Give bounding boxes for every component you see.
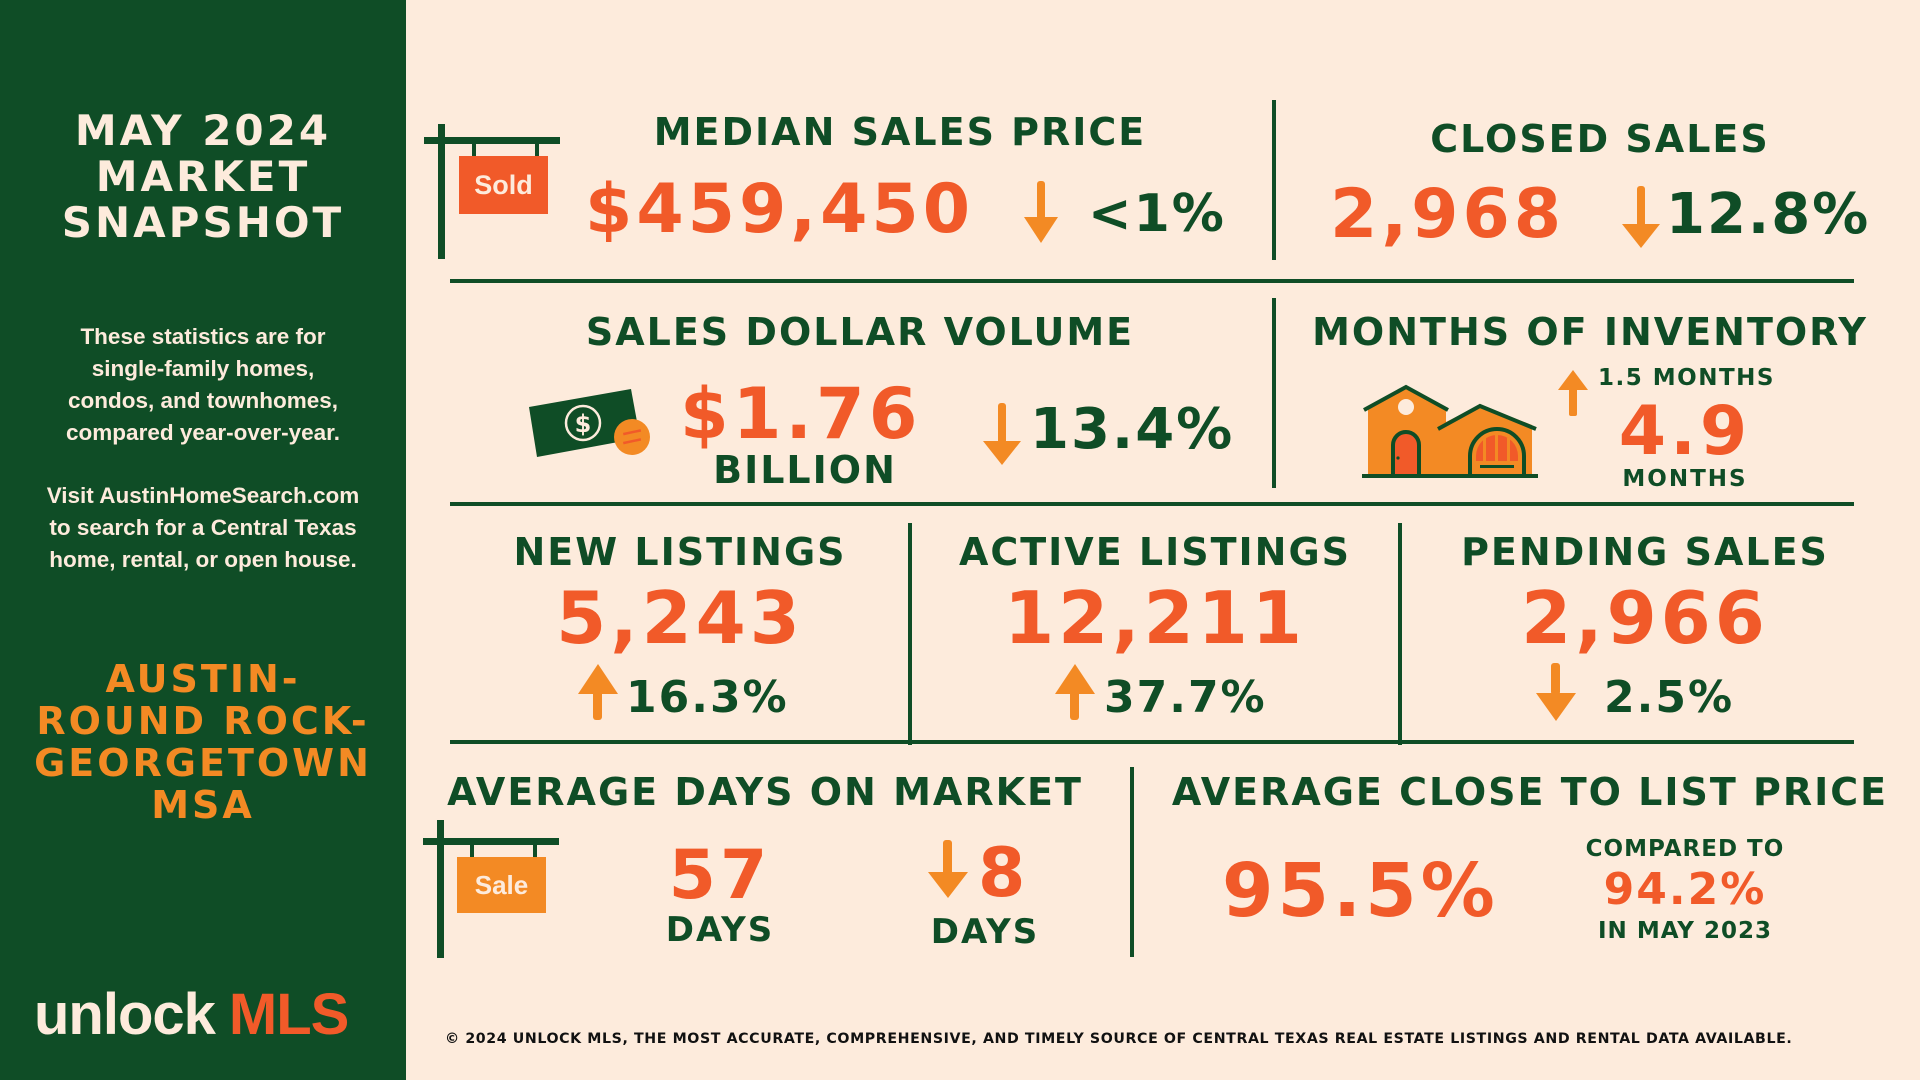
- months-of-inventory-unit: MONTHS: [1622, 466, 1748, 492]
- avg-days-change: 8: [978, 834, 1030, 913]
- pending-sales-value: 2,966: [1521, 576, 1769, 660]
- divider: [1272, 298, 1276, 488]
- money-bill-icon: $: [529, 389, 650, 457]
- arrow-up-icon: [1558, 370, 1588, 416]
- compare-period: IN MAY 2023: [1598, 918, 1772, 944]
- sold-sign-icon: Sold: [424, 124, 560, 259]
- sales-dollar-volume-label: SALES DOLLAR VOLUME: [585, 310, 1135, 354]
- text-line: condos, and townhomes,: [67, 388, 338, 413]
- unlock-mls-logo: unlock MLS: [34, 982, 349, 1047]
- arrow-down-icon: [1024, 181, 1058, 243]
- visit-website-text: Visit AustinHomeSearch.com to search for…: [0, 480, 406, 576]
- avg-days-change-unit: DAYS: [930, 912, 1040, 952]
- title-line: MARKET: [95, 152, 311, 201]
- stats-description: These statistics are for single-family h…: [0, 321, 406, 449]
- region-name: AUSTIN- ROUND ROCK- GEORGETOWN MSA: [0, 658, 406, 826]
- new-listings-label: NEW LISTINGS: [513, 530, 847, 574]
- compare-value: 94.2%: [1603, 864, 1767, 915]
- active-listings-label: ACTIVE LISTINGS: [958, 530, 1352, 574]
- sale-sign-icon: Sale: [423, 820, 559, 958]
- months-of-inventory-value: 4.9: [1618, 392, 1752, 471]
- title-line: MAY 2024: [74, 106, 332, 155]
- avg-days-on-market-label: AVERAGE DAYS ON MARKET: [447, 770, 1083, 814]
- closed-sales-label: CLOSED SALES: [1430, 117, 1770, 161]
- text-line: These statistics are for: [80, 324, 326, 349]
- text-line: to search for a Central Texas: [49, 515, 357, 540]
- median-sales-price-label: MEDIAN SALES PRICE: [653, 110, 1147, 154]
- arrow-down-icon: [1536, 663, 1576, 721]
- active-listings-value: 12,211: [1004, 576, 1306, 660]
- divider: [1130, 767, 1134, 957]
- text-line: Visit AustinHomeSearch.com: [46, 483, 360, 508]
- text-line: compared year-over-year.: [66, 420, 340, 445]
- title-line: SNAPSHOT: [61, 198, 345, 247]
- active-listings-change: 37.7%: [1104, 672, 1267, 723]
- sales-dollar-volume-value: $1.76: [680, 373, 922, 455]
- median-sales-price-change: <1%: [1088, 184, 1226, 244]
- logo-text-mls: MLS: [228, 982, 349, 1047]
- avg-days-unit: DAYS: [665, 910, 775, 950]
- months-of-inventory-change: 1.5 MONTHS: [1598, 365, 1775, 391]
- closed-sales-value: 2,968: [1330, 175, 1566, 254]
- logo-text-unlock: unlock: [34, 982, 216, 1047]
- svg-text:$: $: [575, 410, 592, 438]
- sidebar: [0, 0, 406, 1080]
- avg-close-to-list-value: 95.5%: [1222, 848, 1499, 934]
- arrow-down-icon: [928, 840, 968, 898]
- house-icon: [1362, 384, 1538, 478]
- avg-days-value: 57: [668, 836, 772, 915]
- divider: [1398, 523, 1402, 745]
- new-listings-value: 5,243: [556, 576, 804, 660]
- snapshot-title: MAY 2024 MARKET SNAPSHOT: [0, 108, 406, 246]
- divider: [1272, 100, 1276, 260]
- divider: [450, 502, 1854, 506]
- new-listings-change: 16.3%: [626, 672, 789, 723]
- region-line: GEORGETOWN: [34, 741, 372, 785]
- closed-sales-change: 12.8%: [1666, 182, 1871, 247]
- arrow-down-icon: [983, 403, 1021, 465]
- months-of-inventory-label: MONTHS OF INVENTORY: [1312, 310, 1868, 354]
- pending-sales-label: PENDING SALES: [1461, 530, 1829, 574]
- compare-label: COMPARED TO: [1585, 836, 1785, 862]
- sales-dollar-volume-unit: BILLION: [713, 448, 897, 492]
- copyright-footer: © 2024 UNLOCK MLS, THE MOST ACCURATE, CO…: [445, 1031, 1793, 1047]
- text-line: single-family homes,: [91, 356, 315, 381]
- region-line: AUSTIN-: [105, 657, 301, 701]
- pending-sales-change: 2.5%: [1604, 672, 1735, 723]
- sales-dollar-volume-change: 13.4%: [1030, 397, 1235, 462]
- text-line: home, rental, or open house.: [49, 547, 357, 572]
- svg-text:Sale: Sale: [475, 870, 529, 900]
- arrow-down-icon: [1622, 186, 1660, 248]
- arrow-up-icon: [578, 664, 618, 720]
- avg-close-to-list-label: AVERAGE CLOSE TO LIST PRICE: [1171, 770, 1889, 814]
- region-line: MSA: [151, 783, 255, 827]
- svg-text:Sold: Sold: [474, 170, 533, 200]
- arrow-up-icon: [1055, 664, 1095, 720]
- median-sales-price-value: $459,450: [585, 170, 975, 249]
- divider: [450, 279, 1854, 283]
- divider: [450, 740, 1854, 744]
- region-line: ROUND ROCK-: [36, 699, 370, 743]
- divider: [908, 523, 912, 745]
